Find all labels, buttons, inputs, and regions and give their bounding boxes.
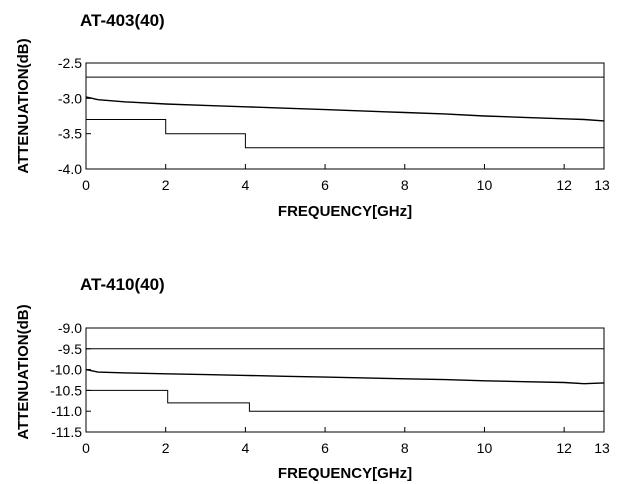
y-tick-label: -3.0 [58, 90, 82, 106]
x-tick-label: 2 [162, 440, 170, 456]
x-tick-label: 0 [82, 440, 90, 456]
x-tick-label: 8 [401, 440, 409, 456]
y-axis-label: ATTENUATION(dB) [15, 38, 32, 173]
chart-at403: AT-403(40) ATTENUATION(dB) FREQUENCY[GHz… [15, 11, 610, 220]
measured-line [86, 370, 604, 384]
y-axis-label: ATTENUATION(dB) [15, 304, 32, 439]
y-tick-label: -9.5 [58, 341, 82, 357]
x-tick-label: 10 [477, 440, 493, 456]
x-tick-label: 4 [241, 177, 249, 193]
y-tick-label: -11.0 [51, 403, 82, 419]
x-tick-label: 13 [594, 177, 610, 193]
series-group [86, 349, 604, 411]
y-tick-label: -4.0 [58, 161, 82, 177]
x-tick-label: 4 [241, 440, 249, 456]
plot-frame [86, 328, 604, 432]
x-axis-label: FREQUENCY[GHz] [278, 465, 412, 482]
x-tick-labels: 0 2 4 6 8 10 12 13 [82, 164, 610, 193]
x-tick-label: 8 [401, 177, 409, 193]
lower-limit-line [86, 120, 604, 148]
x-tick-label: 6 [321, 440, 329, 456]
y-tick-label: -11.5 [51, 424, 82, 440]
plot-frame [86, 63, 604, 169]
chart-title: AT-403(40) [80, 11, 165, 30]
x-axis-label: FREQUENCY[GHz] [278, 203, 412, 220]
y-tick-label: -2.5 [58, 55, 82, 71]
y-tick-labels: -9.0 -9.5 -10.0 -10.5 -11.0 -11.5 [50, 320, 91, 440]
x-tick-label: 12 [556, 440, 572, 456]
lower-limit-line [86, 390, 604, 411]
x-tick-label: 13 [594, 440, 610, 456]
y-tick-label: -9.0 [58, 320, 82, 336]
x-tick-label: 0 [82, 177, 90, 193]
x-tick-labels: 0 2 4 6 8 10 12 13 [82, 427, 610, 456]
x-tick-label: 12 [556, 177, 572, 193]
chart-title: AT-410(40) [80, 275, 165, 294]
y-tick-label: -10.5 [50, 382, 82, 398]
measured-line [86, 97, 604, 121]
x-tick-label: 6 [321, 177, 329, 193]
x-tick-label: 10 [477, 177, 493, 193]
x-tick-label: 2 [162, 177, 170, 193]
series-group [86, 77, 604, 148]
y-tick-label: -10.0 [50, 362, 82, 378]
y-tick-label: -3.5 [58, 126, 82, 142]
chart-at410: AT-410(40) ATTENUATION(dB) FREQUENCY[GHz… [15, 275, 610, 482]
